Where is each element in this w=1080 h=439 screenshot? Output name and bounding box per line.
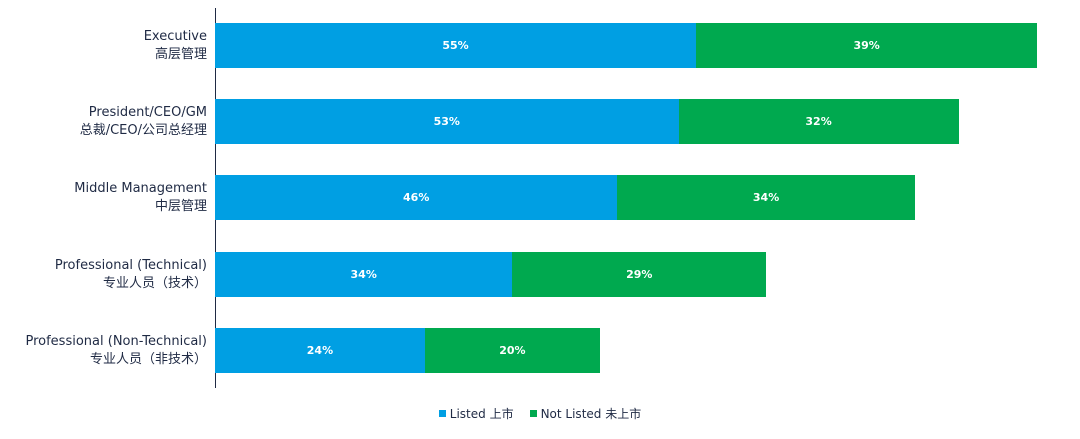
data-label: 53% bbox=[433, 115, 460, 128]
legend-swatch bbox=[529, 410, 537, 417]
category-label-en: Executive bbox=[143, 28, 207, 44]
bar-segment-not-listed: 39% bbox=[696, 23, 1038, 68]
category-label-en: Professional (Non-Technical) bbox=[25, 333, 207, 349]
category-label-en: President/CEO/GM bbox=[88, 104, 207, 120]
category-label-zh: 总裁/CEO/公司总经理 bbox=[79, 122, 207, 138]
category-label: President/CEO/GM 总裁/CEO/公司总经理 bbox=[0, 104, 207, 140]
bar-segment-listed: 24% bbox=[215, 328, 425, 373]
category-label-zh: 专业人员（技术） bbox=[102, 275, 207, 291]
bar-segment-not-listed: 34% bbox=[617, 175, 915, 220]
data-label: 20% bbox=[499, 344, 526, 357]
legend-item-not-listed: Not Listed 未上市 bbox=[529, 405, 642, 422]
category-label-en: Middle Management bbox=[74, 180, 207, 196]
data-label: 46% bbox=[403, 191, 430, 204]
bar-segment-listed: 55% bbox=[215, 23, 697, 68]
data-label: 39% bbox=[853, 39, 880, 52]
bar-segment-not-listed: 29% bbox=[512, 252, 767, 297]
bar-segment-not-listed: 32% bbox=[678, 99, 959, 144]
category-label-zh: 高层管理 bbox=[154, 46, 207, 62]
category-label: Professional (Technical) 专业人员（技术） bbox=[0, 257, 207, 293]
category-label-zh: 专业人员（非技术） bbox=[89, 351, 207, 367]
data-label: 29% bbox=[626, 268, 653, 281]
data-label: 32% bbox=[805, 115, 832, 128]
category-label-zh: 中层管理 bbox=[154, 198, 207, 214]
data-label: 34% bbox=[350, 268, 377, 281]
category-label-en: Professional (Technical) bbox=[54, 257, 207, 273]
category-label: Middle Management 中层管理 bbox=[0, 180, 207, 216]
legend-label: Listed 上市 bbox=[449, 407, 514, 421]
category-label: Professional (Non-Technical) 专业人员（非技术） bbox=[0, 333, 207, 369]
bar-segment-not-listed: 20% bbox=[424, 328, 600, 373]
category-label: Executive 高层管理 bbox=[0, 28, 207, 64]
legend-swatch bbox=[438, 410, 446, 417]
bar-segment-listed: 53% bbox=[215, 99, 679, 144]
bar-segment-listed: 46% bbox=[215, 175, 618, 220]
legend-item-listed: Listed 上市 bbox=[438, 405, 514, 422]
data-label: 34% bbox=[752, 191, 780, 204]
data-label: 55% bbox=[442, 39, 469, 52]
legend-label: Not Listed 未上市 bbox=[540, 407, 642, 421]
legend: Listed 上市 Not Listed 未上市 bbox=[0, 405, 1080, 422]
bar-segment-listed: 34% bbox=[215, 252, 513, 297]
data-label: 24% bbox=[306, 344, 334, 357]
